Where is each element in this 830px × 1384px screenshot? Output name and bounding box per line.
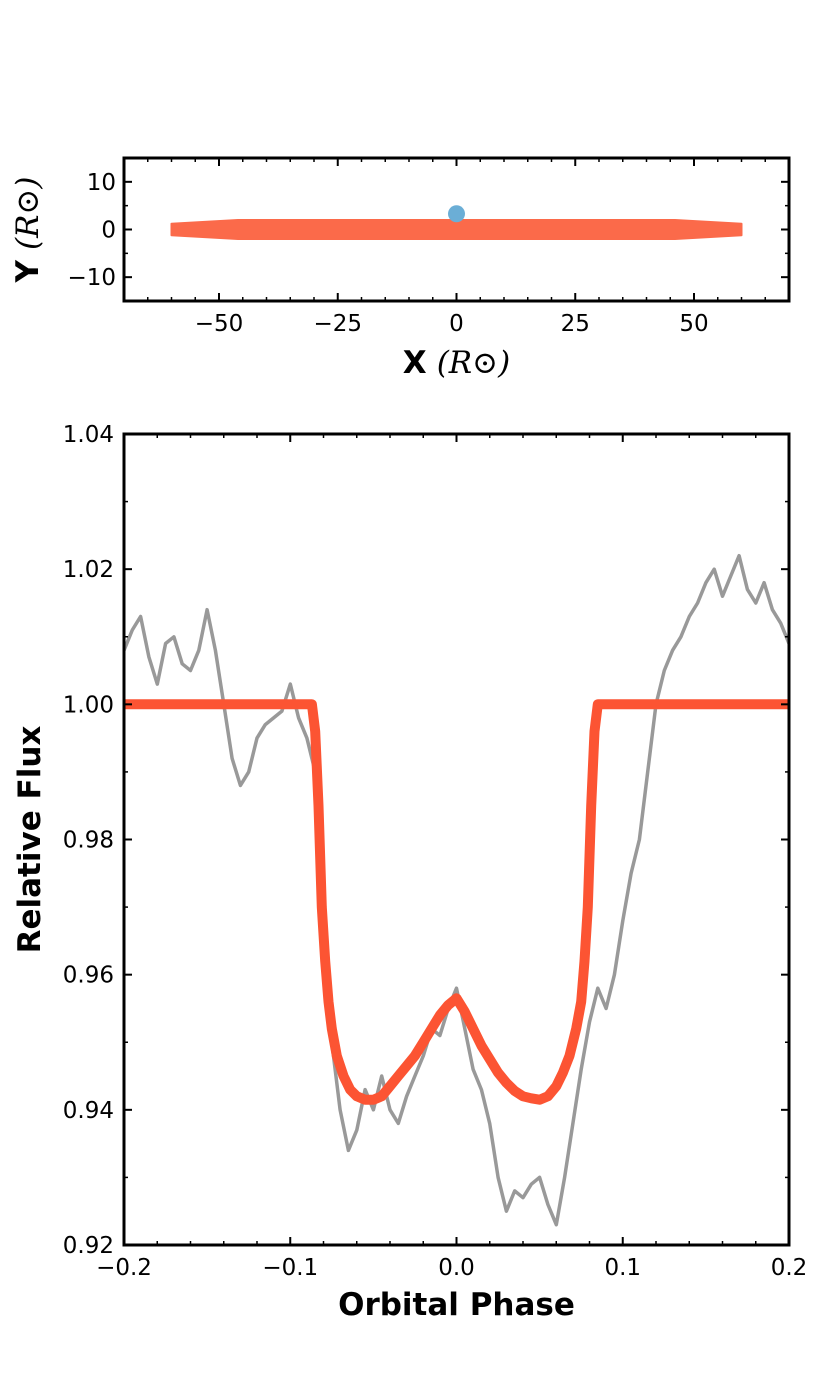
y-axis-label: Relative Flux xyxy=(12,726,48,954)
x-tick-label: 0 xyxy=(449,311,464,337)
y-tick-label: 0.98 xyxy=(63,828,114,854)
x-axis-label: X (R⊙) xyxy=(403,345,510,381)
star-point xyxy=(448,205,465,223)
y-tick-label: 0 xyxy=(101,218,116,244)
y-tick-label: −10 xyxy=(67,265,116,291)
y-axis-label-unit: (R⊙) xyxy=(10,177,46,251)
model-flux-line xyxy=(124,699,789,1105)
ring-band xyxy=(170,219,743,240)
x-tick-label: 0.1 xyxy=(604,1255,641,1281)
x-tick-label: −0.2 xyxy=(96,1255,152,1281)
y-tick-label: 1.00 xyxy=(63,692,114,718)
bottom-axes-frame xyxy=(122,432,791,1247)
x-tick-label: −25 xyxy=(313,311,362,337)
x-axis-label: Orbital Phase xyxy=(338,1287,575,1323)
x-tick-label: 0.2 xyxy=(771,1255,808,1281)
y-tick-label: 10 xyxy=(87,170,116,196)
y-axis-label: Y (R⊙) xyxy=(10,177,46,284)
x-tick-label: 50 xyxy=(679,311,708,337)
observed-flux-line xyxy=(124,553,789,1227)
y-tick-label: 1.04 xyxy=(63,422,114,448)
y-tick-label: 0.96 xyxy=(63,963,114,989)
y-tick-label: 0.92 xyxy=(63,1233,114,1259)
y-tick-label: 1.02 xyxy=(63,557,114,583)
y-axis-label-name: Y xyxy=(10,259,46,283)
y-tick-label: 0.94 xyxy=(63,1098,114,1124)
x-tick-label: −0.1 xyxy=(262,1255,318,1281)
x-tick-label: 0.0 xyxy=(438,1255,475,1281)
light-curve-chart: −0.2 −0.1 0.0 0.1 0.2 0.92 0.94 0.96 0.98 1.00 1.0… xyxy=(12,422,807,1323)
x-axis-label-name: X xyxy=(403,345,427,381)
x-axis-label-unit: (R⊙) xyxy=(437,345,511,381)
x-tick-label: −50 xyxy=(195,311,244,337)
x-tick-label: 25 xyxy=(561,311,590,337)
top-orbit-chart: −50 −25 0 25 50 −10 0 10 X (R⊙) Y (R⊙) xyxy=(10,156,791,381)
plot-area xyxy=(124,553,789,1227)
